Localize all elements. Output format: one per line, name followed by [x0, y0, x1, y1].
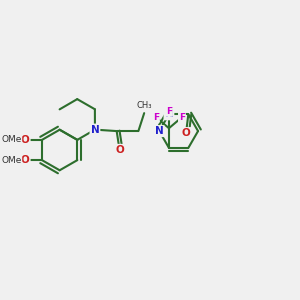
- Text: N: N: [155, 126, 164, 136]
- Text: O: O: [182, 128, 190, 138]
- Text: OMe: OMe: [1, 135, 22, 144]
- Text: O: O: [21, 135, 30, 145]
- Text: O: O: [115, 145, 124, 155]
- Text: N: N: [91, 124, 99, 135]
- Text: F: F: [153, 113, 159, 122]
- Text: F: F: [179, 113, 185, 122]
- Text: N: N: [165, 109, 173, 119]
- Text: OMe: OMe: [1, 156, 22, 165]
- Text: CH₃: CH₃: [136, 101, 152, 110]
- Text: F: F: [166, 107, 172, 116]
- Text: O: O: [21, 155, 30, 165]
